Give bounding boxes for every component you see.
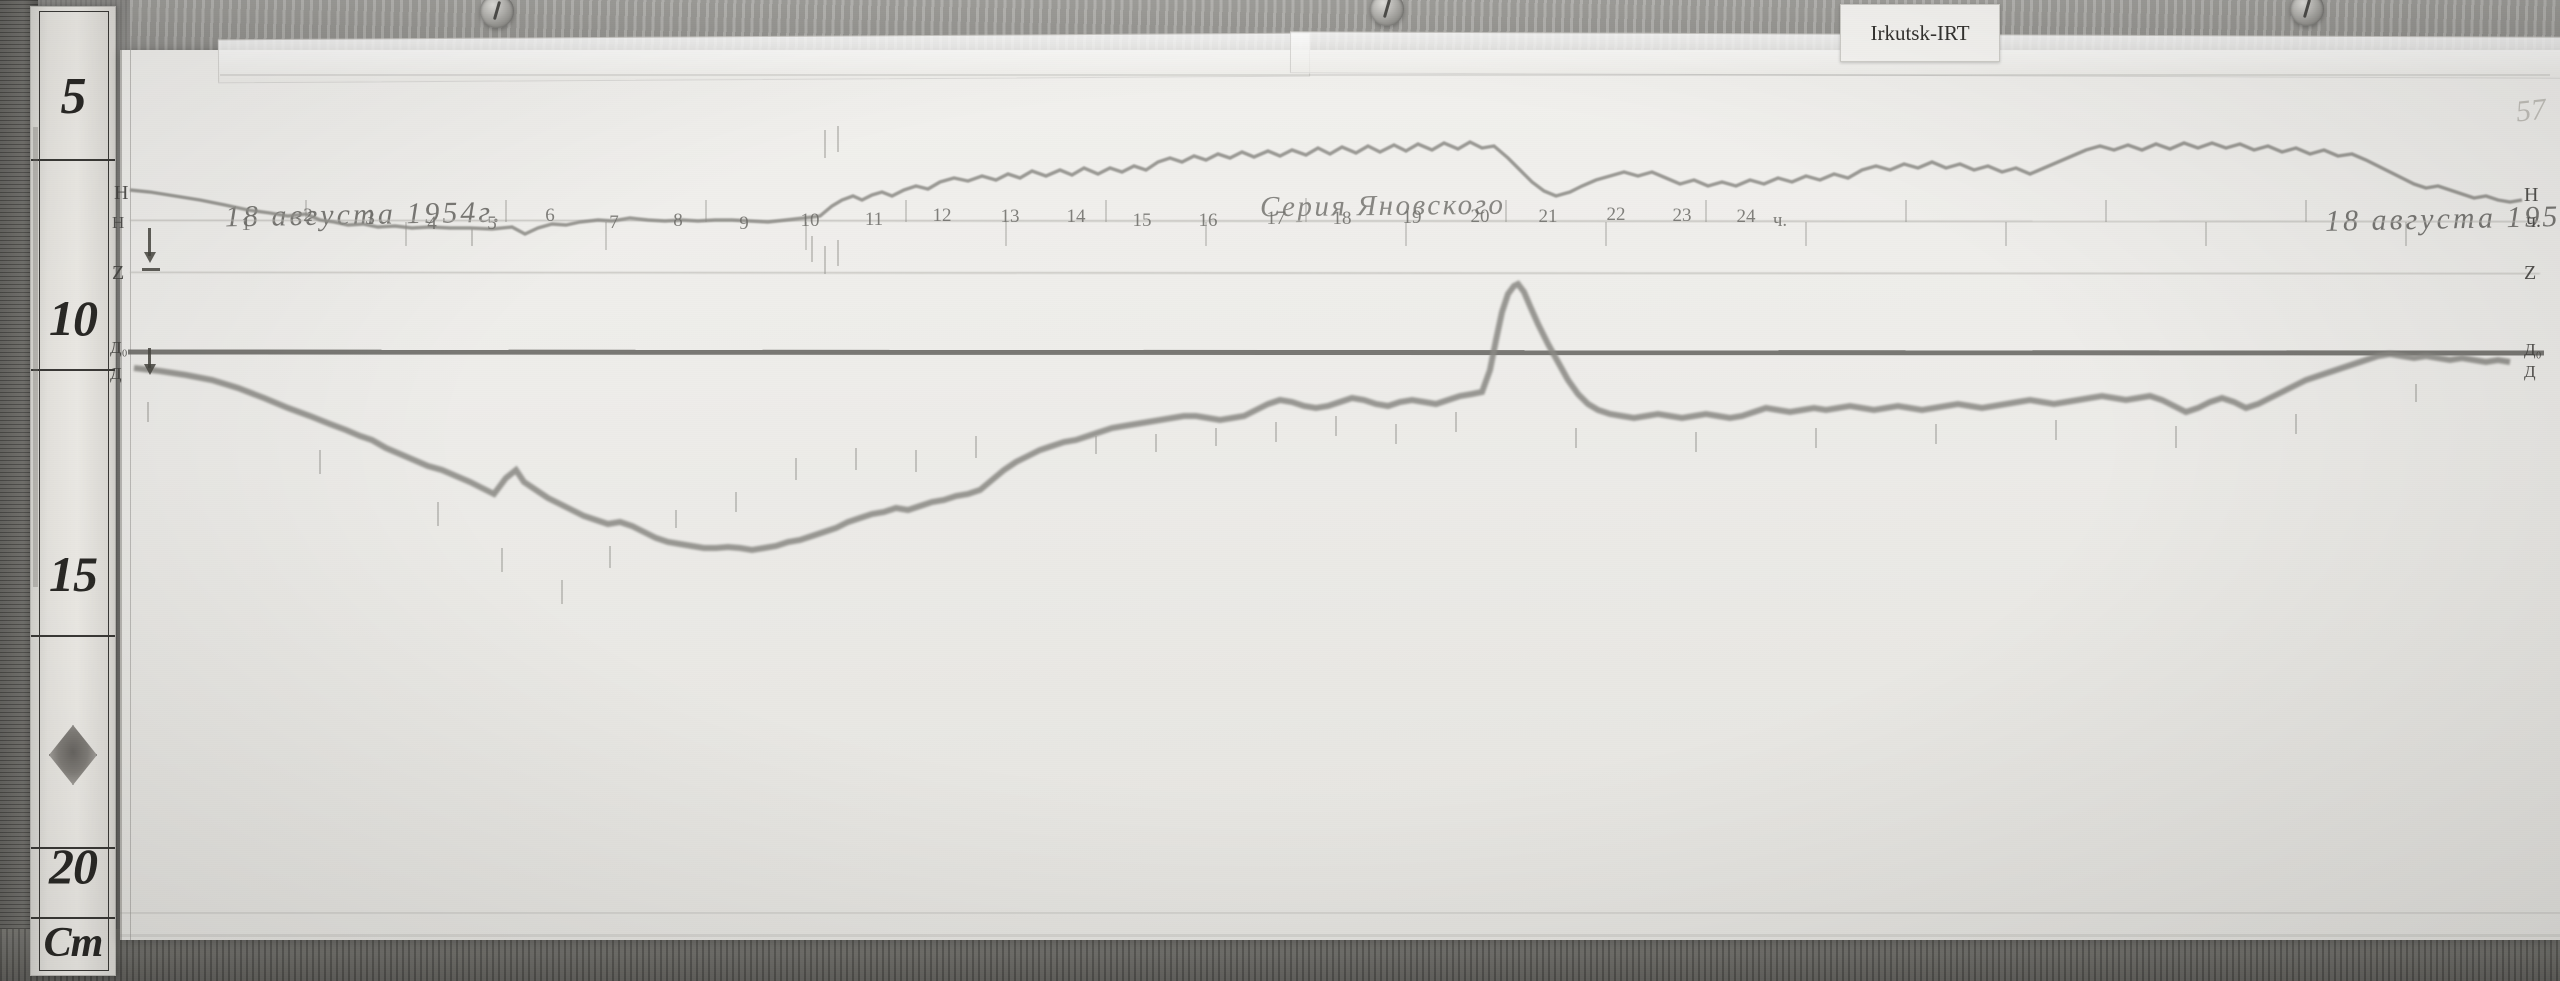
trace-label-right-hours: ч. bbox=[2526, 210, 2542, 232]
ruler-mark-15: 15 bbox=[49, 546, 98, 602]
ruler-divider bbox=[31, 847, 115, 849]
ruler-divider bbox=[31, 159, 115, 161]
hour-label-8: 8 bbox=[673, 210, 683, 231]
paper-fold-line bbox=[220, 74, 2550, 76]
calibration-arrow-head bbox=[144, 252, 156, 263]
hour-label-19: 19 bbox=[1402, 207, 1422, 228]
calibration-arrow-head bbox=[144, 364, 156, 375]
paper-left-guide bbox=[130, 50, 132, 940]
h-baseline bbox=[129, 219, 2541, 223]
ruler-mark-20: 20 bbox=[49, 838, 98, 894]
hour-label-6: 6 bbox=[545, 205, 555, 226]
screw-icon bbox=[480, 0, 514, 28]
hour-label-15: 15 bbox=[1132, 210, 1152, 231]
hour-label-11: 11 bbox=[864, 209, 884, 230]
hour-label-1: 1 bbox=[241, 214, 251, 235]
trace-label-left-D-zero: Д₀ bbox=[110, 338, 128, 357]
trace-label-right-D-zero: Д₀ bbox=[2524, 340, 2542, 359]
hour-label-2: 2 bbox=[303, 205, 313, 226]
trace-label-right-D: Д bbox=[2524, 362, 2536, 381]
hour-label-20: 20 bbox=[1470, 206, 1490, 227]
trace-label-left-H-base: H bbox=[112, 213, 125, 232]
calibration-arrow-shaft bbox=[148, 228, 151, 256]
trace-label-left-H: H bbox=[114, 182, 129, 204]
screw-icon bbox=[2290, 0, 2324, 26]
trace-label-left-D: Д bbox=[110, 364, 122, 383]
hour-label-24: 24 bbox=[1736, 206, 1756, 227]
paper-left-border bbox=[120, 50, 122, 940]
d-minute-ticks bbox=[147, 384, 2417, 604]
paper-bottom-edge bbox=[120, 934, 2560, 937]
ruler-body bbox=[39, 11, 109, 971]
ruler-divider bbox=[31, 369, 115, 371]
hour-label-18: 18 bbox=[1332, 208, 1352, 229]
hour-label-16: 16 bbox=[1198, 210, 1218, 231]
hour-label-22: 22 bbox=[1606, 204, 1626, 225]
hour-label-12: 12 bbox=[932, 205, 952, 226]
ruler-divider bbox=[31, 917, 115, 919]
h-trace bbox=[129, 140, 2523, 236]
magnetogram-chart-paper: 57 18 августа 1954г. Серия Яновского 18 … bbox=[110, 31, 2560, 940]
axis-unit-label: ч. bbox=[1772, 210, 1788, 231]
hour-label-4: 4 bbox=[427, 213, 437, 234]
hour-label-23: 23 bbox=[1672, 205, 1692, 226]
screw-icon bbox=[1370, 0, 1404, 26]
trace-canvas bbox=[127, 126, 2545, 604]
paper-bottom-fold bbox=[120, 912, 2560, 914]
trace-label-right-H: H bbox=[2524, 184, 2539, 206]
hour-label-10: 10 bbox=[800, 210, 820, 231]
trace-label-right-Z: Z bbox=[2524, 262, 2537, 284]
ruler-mark-10: 10 bbox=[49, 290, 98, 346]
trace-label-left-Z: Z bbox=[112, 262, 125, 284]
d-trace bbox=[133, 280, 2511, 554]
ruler-unit-label: Cm bbox=[43, 920, 104, 966]
hour-label-21: 21 bbox=[1538, 206, 1558, 227]
z-trace bbox=[129, 271, 2541, 275]
measuring-ruler: 5 10 15 20 Cm bbox=[30, 6, 116, 976]
hour-label-7: 7 bbox=[609, 212, 619, 233]
hour-label-9: 9 bbox=[739, 213, 749, 234]
hour-label-17: 17 bbox=[1266, 208, 1286, 229]
d-zero-baseline bbox=[127, 349, 2545, 356]
ruler-divider bbox=[31, 635, 115, 637]
hour-label-14: 14 bbox=[1066, 206, 1086, 227]
ruler-mark-5: 5 bbox=[60, 68, 87, 125]
h-minute-ticks bbox=[471, 126, 839, 274]
hour-label-3: 3 bbox=[365, 208, 375, 229]
observatory-label: Irkutsk-IRT bbox=[1840, 4, 2000, 62]
calibration-dash bbox=[142, 268, 160, 271]
calibration-arrow-shaft bbox=[148, 348, 151, 368]
hour-label-5: 5 bbox=[487, 213, 497, 234]
hour-label-13: 13 bbox=[1000, 206, 1020, 227]
hour-tick-marks bbox=[305, 198, 2407, 250]
ruler-scratch bbox=[33, 127, 38, 587]
